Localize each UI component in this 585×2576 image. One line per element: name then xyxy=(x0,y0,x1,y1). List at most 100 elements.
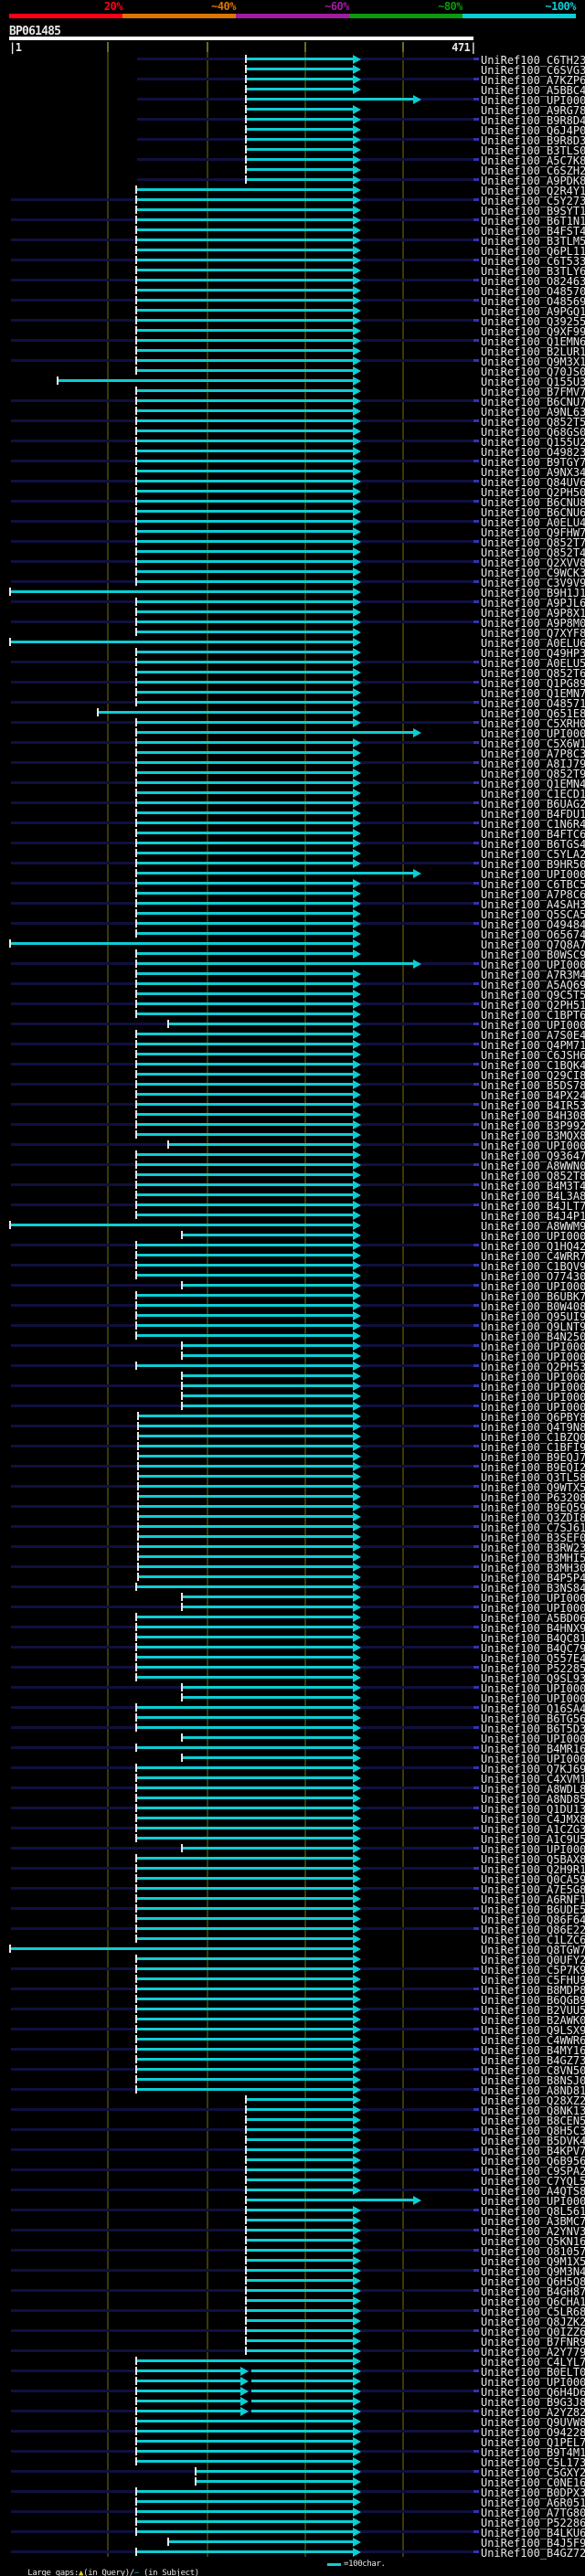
subject-accession-label[interactable]: UniRef100_B9HR50 xyxy=(481,858,585,871)
subject-accession-label[interactable]: UniRef100_B6UAG2 xyxy=(481,798,585,811)
subject-accession-label[interactable]: UniRef100_Q651E8 xyxy=(481,707,585,720)
subject-accession-label[interactable]: UniRef100_B4J4P1 xyxy=(481,1210,585,1223)
subject-accession-label[interactable]: UniRef100_Q3TL58 xyxy=(481,1471,585,1484)
subject-accession-label[interactable]: UniRef100_B4GZ72 xyxy=(481,2547,585,2560)
subject-accession-label[interactable]: UniRef100_Q6B956 xyxy=(481,2155,585,2168)
subject-accession-label[interactable]: UniRef100_Q0IZZ6 xyxy=(481,2326,585,2338)
subject-accession-label[interactable]: UniRef100_B6TGS4 xyxy=(481,838,585,851)
subject-accession-label[interactable]: UniRef100_B6T1N1 xyxy=(481,215,585,228)
subject-accession-label[interactable]: UniRef100_B9EQJ7 xyxy=(481,1451,585,1464)
subject-accession-label[interactable]: UniRef100_A5C7K8 xyxy=(481,154,585,167)
subject-accession-label[interactable]: UniRef100_B3RW23 xyxy=(481,1542,585,1554)
subject-accession-label[interactable]: UniRef100_Q29CI8 xyxy=(481,1069,585,1082)
subject-accession-label[interactable]: UniRef100_Q9M1X5 xyxy=(481,2255,585,2268)
subject-accession-label[interactable]: UniRef100_A9NX34 xyxy=(481,466,585,479)
subject-accession-label[interactable]: UniRef100_B9G3J8 xyxy=(481,2396,585,2409)
subject-accession-label[interactable]: UniRef100_Q852T7 xyxy=(481,536,585,549)
subject-accession-label[interactable]: UniRef100_Q852T8 xyxy=(481,1170,585,1182)
subject-accession-label[interactable]: UniRef100_Q1EMN4 xyxy=(481,778,585,790)
subject-accession-label[interactable]: UniRef100_Q3ZDI8 xyxy=(481,1511,585,1524)
subject-accession-label[interactable]: UniRef100_Q95UI9 xyxy=(481,1310,585,1323)
subject-accession-label[interactable]: UniRef100_O49484 xyxy=(481,918,585,931)
subject-accession-label[interactable]: UniRef100_C5YLA2 xyxy=(481,848,585,861)
subject-accession-label[interactable]: UniRef100_A4SAH3 xyxy=(481,898,585,911)
subject-accession-label[interactable]: UniRef100_Q155U2 xyxy=(481,436,585,449)
subject-accession-label[interactable]: UniRef100_Q9M3N4 xyxy=(481,2265,585,2278)
subject-accession-label[interactable]: UniRef100_C1BFI9 xyxy=(481,1441,585,1454)
subject-accession-label[interactable]: UniRef100_A0ELU4 xyxy=(481,516,585,529)
subject-accession-label[interactable]: UniRef100_A9PGQ1 xyxy=(481,305,585,318)
subject-accession-label[interactable]: UniRef100_UPI000.. xyxy=(481,959,585,971)
subject-accession-label[interactable]: UniRef100_B4GZ73 xyxy=(481,2054,585,2067)
subject-accession-label[interactable]: UniRef100_Q5KN16 xyxy=(481,2235,585,2248)
subject-accession-label[interactable]: UniRef100_UPI000.. xyxy=(481,1602,585,1615)
subject-accession-label[interactable]: UniRef100_B4J5F9 xyxy=(481,2537,585,2549)
subject-accession-label[interactable]: UniRef100_B6UBK7 xyxy=(481,1290,585,1303)
subject-accession-label[interactable]: UniRef100_UPI000.. xyxy=(481,1371,585,1383)
subject-accession-label[interactable]: UniRef100_Q6J4P0 xyxy=(481,124,585,137)
subject-accession-label[interactable]: UniRef100_B6UDE5 xyxy=(481,1903,585,1916)
subject-accession-label[interactable]: UniRef100_A8WWM9 xyxy=(481,1220,585,1233)
subject-accession-label[interactable]: UniRef100_Q7XYF8 xyxy=(481,627,585,640)
subject-accession-label[interactable]: UniRef100_C8VN50 xyxy=(481,2064,585,2077)
subject-accession-label[interactable]: UniRef100_C4XVM1 xyxy=(481,1773,585,1786)
subject-accession-label[interactable]: UniRef100_C5X6W1 xyxy=(481,737,585,750)
subject-accession-label[interactable]: UniRef100_Q16SA4 xyxy=(481,1702,585,1715)
subject-accession-label[interactable]: UniRef100_Q1EMN7 xyxy=(481,687,585,700)
subject-accession-label[interactable]: UniRef100_A1CZG3 xyxy=(481,1823,585,1836)
subject-accession-label[interactable]: UniRef100_B3SEF0 xyxy=(481,1532,585,1544)
subject-accession-label[interactable]: UniRef100_P52286 xyxy=(481,2517,585,2529)
subject-accession-label[interactable]: UniRef100_A3BMC7 xyxy=(481,2215,585,2228)
subject-accession-label[interactable]: UniRef100_UPI000.. xyxy=(481,94,585,107)
subject-accession-label[interactable]: UniRef100_B3TLM5 xyxy=(481,235,585,248)
subject-accession-label[interactable]: UniRef100_Q86F64 xyxy=(481,1913,585,1926)
subject-accession-label[interactable]: UniRef100_C4WRR7 xyxy=(481,1250,585,1263)
subject-accession-label[interactable]: UniRef100_O48570 xyxy=(481,285,585,298)
subject-accession-label[interactable]: UniRef100_A9PJL6 xyxy=(481,597,585,610)
subject-accession-label[interactable]: UniRef100_A7S0E4 xyxy=(481,1029,585,1042)
subject-accession-label[interactable]: UniRef100_Q852T6 xyxy=(481,667,585,680)
subject-accession-label[interactable]: UniRef100_Q6PL11 xyxy=(481,245,585,258)
subject-accession-label[interactable]: UniRef100_B4QC79 xyxy=(481,1642,585,1655)
subject-accession-label[interactable]: UniRef100_B4LKU6 xyxy=(481,2527,585,2539)
subject-accession-label[interactable]: UniRef100_A7TG80 xyxy=(481,2507,585,2519)
subject-accession-label[interactable]: UniRef100_B2VUU5 xyxy=(481,2004,585,2017)
subject-accession-label[interactable]: UniRef100_UPI000.. xyxy=(481,727,585,740)
subject-accession-label[interactable]: UniRef100_A2YNV3 xyxy=(481,2225,585,2238)
subject-accession-label[interactable]: UniRef100_UPI000.. xyxy=(481,2195,585,2208)
subject-accession-label[interactable]: UniRef100_B4QC81 xyxy=(481,1632,585,1645)
subject-accession-label[interactable]: UniRef100_C1BZQ0 xyxy=(481,1431,585,1444)
subject-accession-label[interactable]: UniRef100_UPI000.. xyxy=(481,1733,585,1745)
subject-accession-label[interactable]: UniRef100_P52285 xyxy=(481,1662,585,1675)
subject-accession-label[interactable]: UniRef100_Q1PEL7 xyxy=(481,2436,585,2449)
subject-accession-label[interactable]: UniRef100_Q6CHA1 xyxy=(481,2295,585,2308)
subject-accession-label[interactable]: UniRef100_A9P8M0 xyxy=(481,617,585,630)
subject-accession-label[interactable]: UniRef100_Q84UV6 xyxy=(481,476,585,489)
subject-accession-label[interactable]: UniRef100_B4FST4 xyxy=(481,225,585,238)
subject-accession-label[interactable]: UniRef100_UPI000.. xyxy=(481,1682,585,1695)
subject-accession-label[interactable]: UniRef100_A6R051 xyxy=(481,2496,585,2509)
subject-accession-label[interactable]: UniRef100_B4PX24 xyxy=(481,1089,585,1102)
subject-accession-label[interactable]: UniRef100_A9RG78 xyxy=(481,104,585,117)
subject-accession-label[interactable]: UniRef100_A8IJ79 xyxy=(481,758,585,770)
subject-accession-label[interactable]: UniRef100_B8CEN5 xyxy=(481,2115,585,2127)
subject-accession-label[interactable]: UniRef100_B4L3A8 xyxy=(481,1190,585,1203)
subject-accession-label[interactable]: UniRef100_C1ECD1 xyxy=(481,788,585,800)
subject-accession-label[interactable]: UniRef100_C1LZC6 xyxy=(481,1934,585,1946)
subject-accession-label[interactable]: UniRef100_Q49HP3 xyxy=(481,647,585,660)
subject-accession-label[interactable]: UniRef100_B9SYT1 xyxy=(481,205,585,217)
subject-accession-label[interactable]: UniRef100_B4P5P4 xyxy=(481,1572,585,1585)
subject-accession-label[interactable]: UniRef100_B9TGY7 xyxy=(481,456,585,469)
subject-accession-label[interactable]: UniRef100_B3MHI5 xyxy=(481,1552,585,1564)
subject-accession-label[interactable]: UniRef100_Q5SCA5 xyxy=(481,908,585,921)
subject-accession-label[interactable]: UniRef100_C6TBC5 xyxy=(481,878,585,891)
subject-accession-label[interactable]: UniRef100_B5DS78 xyxy=(481,1079,585,1092)
subject-accession-label[interactable]: UniRef100_A5AQ69 xyxy=(481,979,585,991)
subject-accession-label[interactable]: UniRef100_B4IR53 xyxy=(481,1099,585,1112)
subject-accession-label[interactable]: UniRef100_B4KPV7 xyxy=(481,2145,585,2157)
subject-accession-label[interactable]: UniRef100_B3TLY6 xyxy=(481,265,585,278)
subject-accession-label[interactable]: UniRef100_B9EQ59 xyxy=(481,1501,585,1514)
subject-accession-label[interactable]: UniRef100_B3MQX8 xyxy=(481,1129,585,1142)
subject-accession-label[interactable]: UniRef100_Q6H5Q8 xyxy=(481,2275,585,2288)
subject-accession-label[interactable]: UniRef100_B7FNR9 xyxy=(481,2336,585,2348)
